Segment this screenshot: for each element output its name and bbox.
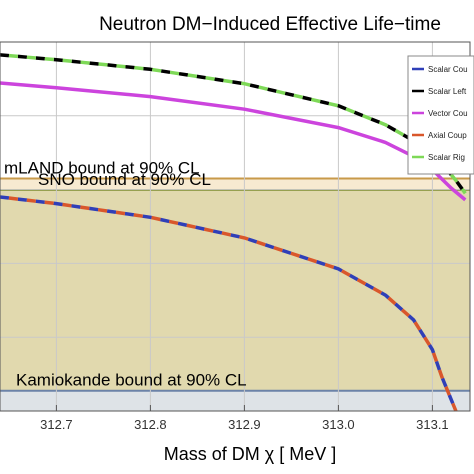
x-tick-label-4: 313.1 [416,417,449,432]
band-label-0: mLAND bound at 90% CL [4,159,200,178]
series-line-4 [0,53,467,195]
legend-label-2: Vector Cou [428,109,468,118]
series-line-2 [0,81,467,202]
band-2 [0,390,470,411]
band-label-1: SNO bound at 90% CL [38,170,211,189]
x-tick-label-3: 313.0 [322,417,355,432]
x-axis-label: Mass of DM χ [ MeV ] [164,444,336,464]
x-tick-label-2: 312.9 [228,417,261,432]
band-label-2: Kamiokande bound at 90% CL [16,371,247,390]
chart-title: Neutron DM−Induced Effective Life−time [99,14,441,35]
legend: Scalar Cou Scalar Left Vector Cou Axial Cou… [407,55,474,175]
series-line-0 [0,195,458,412]
x-tick-label-0: 312.7 [40,417,73,432]
legend-label-0: Scalar Cou [428,65,468,74]
legend-label-4: Scalar Rig [428,153,465,162]
legend-label-3: Axial Coup [428,131,467,140]
legend-box [407,55,474,175]
x-ticks: 312.7 312.8 312.9 313.0 313.1 [40,405,449,432]
series-line-3 [0,195,458,412]
legend-label-1: Scalar Left [428,87,467,96]
x-tick-label-1: 312.8 [134,417,167,432]
bound-bands [0,177,470,411]
plot-frame [0,41,471,412]
grid-lines [0,42,470,411]
